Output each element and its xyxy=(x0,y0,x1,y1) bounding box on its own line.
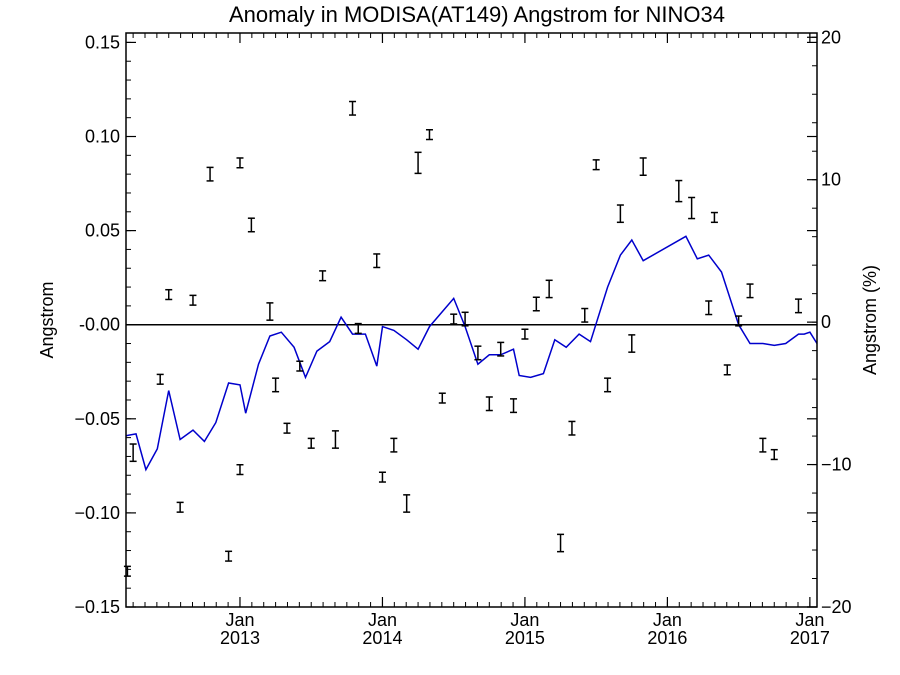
y-tick-label-left: 0.15 xyxy=(85,32,120,52)
errorbar-point xyxy=(331,430,339,449)
x-tick-label-year: 2015 xyxy=(505,628,545,648)
anomaly-line xyxy=(125,235,818,472)
x-tick-label-year: 2014 xyxy=(362,628,402,648)
errorbar-point xyxy=(735,315,743,327)
errorbar-point xyxy=(616,204,624,224)
errorbar-point xyxy=(349,100,357,116)
y-tick-label-left: 0.05 xyxy=(85,221,120,241)
x-tick-label-month: Jan xyxy=(368,610,397,630)
errorbar-point xyxy=(592,159,600,171)
errorbar-point xyxy=(474,345,482,361)
errorbar-point xyxy=(390,437,398,453)
y-tick-label-right: 0 xyxy=(821,312,831,332)
errorbar-point xyxy=(521,328,529,340)
errorbar-point xyxy=(604,377,612,393)
errorbar-point xyxy=(461,311,469,327)
x-tick-label-year: 2017 xyxy=(790,628,830,648)
errorbar-point xyxy=(723,364,731,376)
errorbar-point xyxy=(485,396,493,412)
errorbar-point xyxy=(189,294,197,306)
errorbar-point xyxy=(283,422,291,434)
y-tick-label-right: −20 xyxy=(821,597,852,617)
errorbar-point xyxy=(403,494,411,513)
errorbar-point xyxy=(545,279,553,299)
errorbar-point xyxy=(581,307,589,323)
errorbar-point xyxy=(123,565,131,577)
errorbar-point xyxy=(206,166,214,182)
y-tick-label-right: 20 xyxy=(821,27,841,47)
x-tick-label-month: Jan xyxy=(653,610,682,630)
errorbar-point xyxy=(272,377,280,393)
errorbar-point xyxy=(557,533,565,553)
errorbar-point xyxy=(266,302,274,321)
errorbar-point xyxy=(156,373,164,385)
y-tick-label-right: 10 xyxy=(821,170,841,190)
errorbar-point xyxy=(354,322,362,335)
x-tick-label-month: Jan xyxy=(795,610,824,630)
errorbar-point xyxy=(165,288,173,301)
errorbar-point xyxy=(236,463,244,476)
errorbar-point xyxy=(675,179,683,203)
errorbar-point xyxy=(129,443,137,463)
errorbar-point xyxy=(296,360,304,372)
x-tick-label-month: Jan xyxy=(225,610,254,630)
errorbar-point xyxy=(628,334,636,353)
y-tick-label-left: −0.10 xyxy=(74,503,120,523)
errorbar-point xyxy=(688,196,696,220)
errorbar-point xyxy=(759,437,767,453)
errorbar-point xyxy=(746,283,754,299)
errorbar-point xyxy=(568,420,576,436)
errorbar-point xyxy=(705,300,713,316)
errorbar-point xyxy=(414,151,422,175)
y-tick-label-left: -0.00 xyxy=(79,315,120,335)
errorbar-point xyxy=(307,437,315,449)
errorbar-point xyxy=(639,157,647,177)
errorbar-point xyxy=(450,313,458,325)
y-axis-label-left: Angstrom xyxy=(37,281,57,358)
errorbar-point xyxy=(176,501,184,513)
y-tick-label-right: −10 xyxy=(821,455,852,475)
errorbar-point xyxy=(225,550,233,562)
y-tick-label-left: −0.15 xyxy=(74,597,120,617)
chart-title: Anomaly in MODISA(AT149) Angstrom for NI… xyxy=(229,2,725,27)
errorbar-point xyxy=(497,341,505,357)
y-tick-label-left: −0.05 xyxy=(74,409,120,429)
errorbar-point xyxy=(710,211,718,224)
errorbar-point xyxy=(236,157,244,169)
errorbar-point xyxy=(373,253,381,269)
errorbar-point xyxy=(794,298,802,314)
errorbar-point xyxy=(378,471,386,483)
errorbar-point xyxy=(510,398,518,414)
errorbar-point xyxy=(770,448,778,461)
plot-frame xyxy=(125,32,818,608)
errorbar-point xyxy=(247,217,255,233)
x-tick-label-year: 2016 xyxy=(647,628,687,648)
x-tick-label-month: Jan xyxy=(510,610,539,630)
y-tick-label-left: 0.10 xyxy=(85,127,120,147)
errorbar-point xyxy=(532,296,540,312)
errorbar-point xyxy=(319,270,327,282)
x-tick-label-year: 2013 xyxy=(220,628,260,648)
y-axis-label-right: Angstrom (%) xyxy=(860,265,880,375)
errorbar-point xyxy=(438,392,446,404)
errorbar-point xyxy=(425,128,433,141)
